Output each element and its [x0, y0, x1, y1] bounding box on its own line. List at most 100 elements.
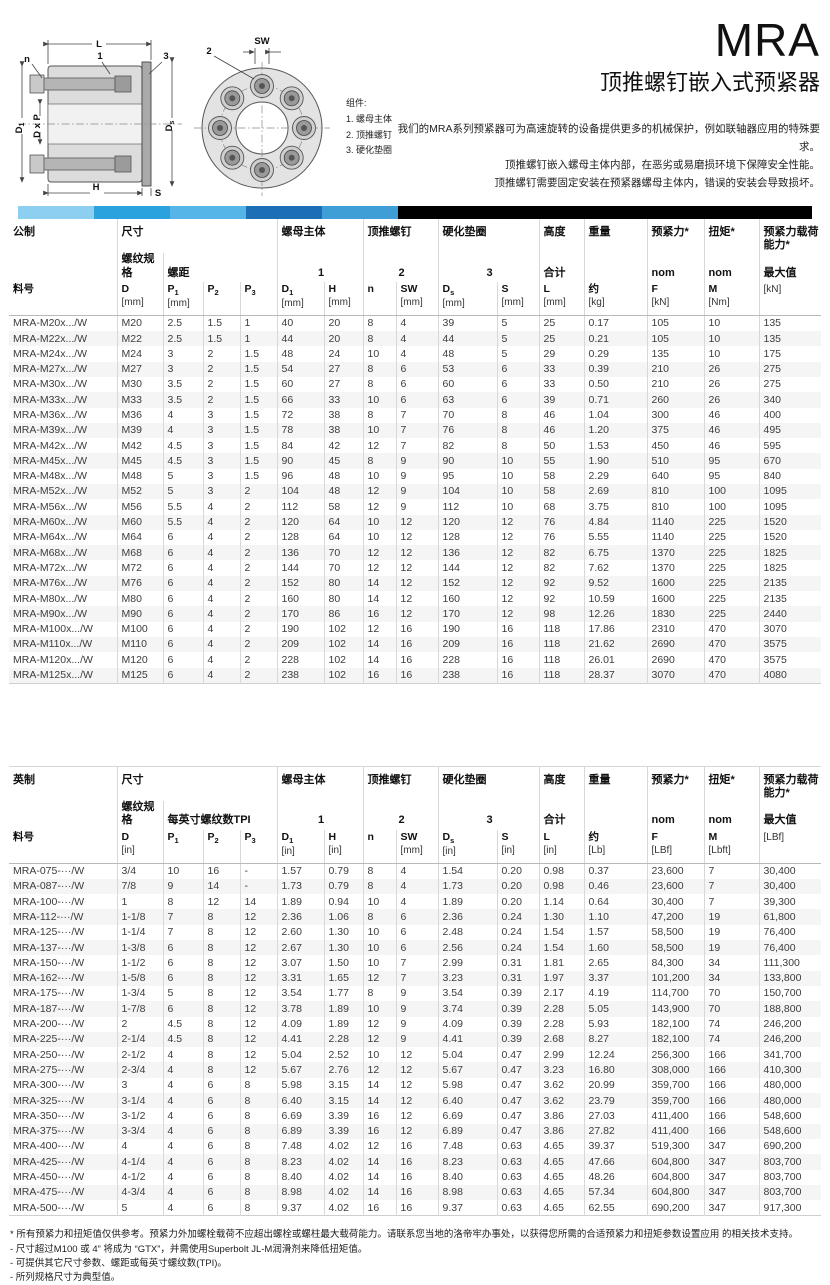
column-subgroup-row: 螺纹规格 每英寸螺纹数TPI 1 2 3 合计 nom nom 最大值 — [9, 801, 821, 830]
table-cell: 2 — [202, 346, 240, 362]
table-cell: 33 — [538, 376, 584, 393]
table-cell: 26 — [703, 392, 759, 408]
description-line: 顶推螺钉嵌入螺母主体内部，在恶劣或易磨损环境下保障安全性能。 — [505, 158, 820, 171]
table-cell: 1.04 — [583, 407, 647, 423]
table-cell: 5.98 — [437, 1077, 497, 1094]
column-group-row: 英制 尺寸 螺母主体 顶推螺钉 硬化垫圈 高度 重量 预紧力* 扭矩* 预紧力载荷能力* — [9, 766, 821, 802]
table-cell: 4 — [202, 529, 240, 546]
table-cell: 2 — [202, 376, 240, 393]
table-cell: MRA-425-···/W — [13, 1155, 85, 1168]
table-cell: 60 — [437, 376, 497, 393]
table-cell: M48 — [116, 468, 163, 484]
table-cell: 5 — [162, 483, 203, 500]
table-cell: M52 — [116, 483, 163, 500]
table-cell: 0.39 — [496, 1001, 539, 1017]
table-row: MRA-M33x.../W M33 3.5 2 1.5 66 33 10 6 63 6 39 0.71 2… — [9, 392, 821, 408]
table-cell: 62.55 — [583, 1200, 647, 1216]
table-row: MRA-325-···/W 3-1/4 4 6 8 6.40 3.15 14 12 6.40 0.4… — [9, 1093, 821, 1109]
table-cell: 12 — [239, 924, 277, 941]
table-cell: 6 — [395, 940, 438, 956]
table-cell: 10.59 — [583, 591, 647, 607]
table-row: MRA-475-···/W 4-3/4 4 6 8 8.98 4.02 14 16 8.98 0.6… — [9, 1184, 821, 1201]
table-cell: M56 — [116, 499, 163, 515]
table-cell: 20 — [323, 315, 363, 332]
table-cell: 7 — [395, 407, 438, 423]
table-cell: 8.40 — [437, 1169, 497, 1185]
table-cell: 48 — [437, 346, 497, 362]
table-cell: 4 — [202, 606, 240, 622]
table-row: MRA-M60x.../W M60 5.5 4 2 120 64 10 12 120 12 76 4.8… — [9, 514, 821, 530]
table-cell: 12 — [496, 591, 539, 607]
column-subgroup-header — [9, 253, 117, 281]
table-cell: 8 — [202, 940, 240, 956]
table-body: MRA-075-···/W 3/4 10 16-1.57 0.79 8 4 1.54 0.20 0… — [9, 863, 821, 1216]
table-cell: 26.01 — [583, 652, 647, 668]
table-cell: 347 — [703, 1184, 759, 1201]
table-cell: 26 — [703, 361, 759, 377]
table-cell: MRA-150-···/W — [13, 956, 85, 969]
table-cell: 44 — [437, 331, 497, 347]
table-cell: MRA-187-···/W — [13, 1002, 85, 1015]
table-cell: 16 — [395, 1138, 438, 1155]
table-cell: MRA-M100x.../W — [13, 623, 93, 636]
table-cell: MRA-375-···/W — [13, 1125, 85, 1138]
table-cell: 0.63 — [496, 1154, 539, 1170]
table-cell: 4.09 — [276, 1016, 324, 1032]
table-row: MRA-500-···/W 5 4 6 8 9.37 4.02 16 16 9.37 0.63 4.6… — [9, 1200, 821, 1216]
table-row: MRA-162-···/W 1-5/8 6 8 12 3.31 1.65 12 7 3.23 0.3… — [9, 970, 821, 986]
table-cell: 175 — [758, 346, 821, 362]
table-cell: 47,200 — [646, 909, 704, 925]
table-cell: 60 — [276, 376, 324, 393]
table-cell: 4 — [202, 652, 240, 668]
table-cell: 48 — [323, 483, 363, 500]
table-cell: 1825 — [758, 545, 821, 561]
table-cell: 3 — [202, 407, 240, 423]
table-cell: MRA-M36x.../W — [13, 409, 88, 421]
table-cell: 4 — [162, 1108, 203, 1124]
table-cell: 66 — [276, 392, 324, 408]
table-cell: 0.20 — [496, 878, 539, 895]
table-cell: 5.5 — [162, 499, 203, 515]
column-header: D1 [in] — [276, 829, 324, 864]
table-cell: 39,300 — [758, 894, 821, 910]
page-header: L n 1 3 D1 D x P Ds H S — [0, 0, 830, 202]
table-cell: 0.47 — [496, 1093, 539, 1109]
column-subgroup-header: 每英寸螺纹数TPI — [162, 801, 277, 830]
nut-front-view — [194, 62, 330, 196]
table-cell: 228 — [437, 652, 497, 668]
table-cell: 1 — [116, 894, 163, 910]
table-row: MRA-100-···/W 1 8 12 14 1.89 0.94 10 4 1.89 0.20 1.… — [9, 894, 821, 910]
table-cell: 12 — [239, 1031, 277, 1048]
table-cell: MRA-M80x.../W — [13, 592, 88, 605]
table-cell: 10 — [496, 499, 539, 515]
table-cell: 3.75 — [583, 499, 647, 515]
column-header: L [in] — [538, 829, 584, 864]
column-group-header: 重量 — [583, 766, 647, 802]
table-cell: 4 — [162, 1169, 203, 1185]
table-cell: 3 — [202, 422, 240, 439]
table-cell: 8 — [239, 1200, 277, 1216]
table-cell: 1.54 — [538, 940, 584, 956]
column-header: 料号 — [9, 281, 117, 316]
table-cell: MRA-200-···/W — [13, 1018, 85, 1031]
table-cell: 0.63 — [496, 1184, 539, 1201]
table-cell: 3575 — [758, 636, 821, 653]
footnote: - 可提供其它尺寸参数、螺距或每英寸螺纹数(TPI)。 — [10, 1257, 227, 1269]
table-cell: 1.54 — [437, 863, 497, 879]
table-cell: 12 — [395, 1108, 438, 1124]
table-cell: 1095 — [758, 483, 821, 500]
table-cell: 12.24 — [583, 1047, 647, 1063]
table-cell: 347 — [703, 1154, 759, 1170]
table-cell: 411,400 — [646, 1123, 704, 1139]
column-header: n — [362, 281, 396, 316]
table-cell: M20 — [116, 315, 163, 332]
table-cell: 12 — [395, 529, 438, 546]
table-cell: 46 — [703, 438, 759, 454]
column-header: H [in] — [323, 829, 363, 864]
table-cell: 1.10 — [583, 909, 647, 925]
table-cell: 12.26 — [583, 606, 647, 622]
table-cell: 14 — [362, 652, 396, 668]
table-cell: M30 — [116, 376, 163, 393]
table-cell: MRA-M90x.../W — [13, 607, 88, 620]
table-cell: 3 — [162, 346, 203, 362]
